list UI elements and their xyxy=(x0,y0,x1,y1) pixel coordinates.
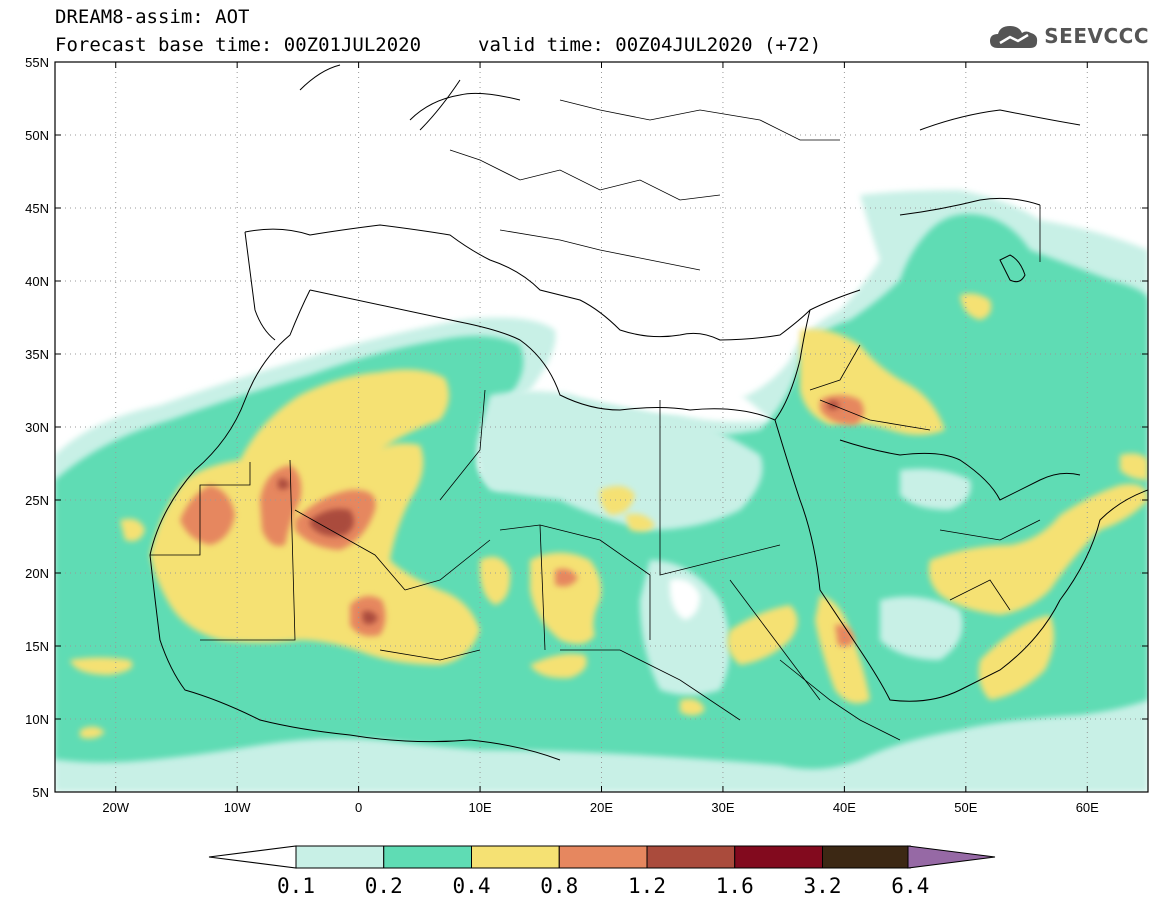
longitude-labels: 20W 10W 0 10E 20E 30E 40E 50E 60E xyxy=(102,800,1099,815)
lat-tick-label: 25N xyxy=(25,493,49,508)
forecast-base-time: Forecast base time: 00Z01JUL2020 xyxy=(55,34,422,56)
colorbar-swatch xyxy=(558,845,648,869)
logo-text: SEEVCCC xyxy=(1044,24,1149,48)
lat-tick-label: 40N xyxy=(25,274,49,289)
lon-tick-label: 0 xyxy=(355,800,362,815)
lat-tick-label: 5N xyxy=(32,785,49,800)
colorbar-label: 0.4 xyxy=(453,874,491,898)
lon-tick-label: 50E xyxy=(954,800,977,815)
lon-tick-label: 40E xyxy=(833,800,856,815)
lon-tick-label: 60E xyxy=(1076,800,1099,815)
coastlines xyxy=(149,64,1148,761)
lon-tick-label: 10E xyxy=(468,800,491,815)
lon-tick-label: 30E xyxy=(711,800,734,815)
colorbar-under-arrow xyxy=(208,845,297,869)
colorbar-swatch xyxy=(471,845,560,869)
lat-tick-label: 45N xyxy=(25,201,49,216)
colorbar-label: 3.2 xyxy=(804,874,842,898)
colorbar-swatch xyxy=(822,845,911,869)
latitude-labels: 55N 50N 45N 40N 35N 30N 25N 20N 15N 10N 5N xyxy=(25,55,49,800)
colorbar-swatch xyxy=(734,845,823,869)
lat-tick-label: 30N xyxy=(25,420,49,435)
colorbar-over-arrow xyxy=(907,845,996,869)
colorbar-label: 0.2 xyxy=(365,874,403,898)
colorbar-label: 1.6 xyxy=(716,874,754,898)
colorbar-label: 6.4 xyxy=(891,874,929,898)
lat-tick-label: 35N xyxy=(25,347,49,362)
lon-tick-label: 20E xyxy=(590,800,613,815)
grid-lines xyxy=(55,62,1148,792)
seevccc-logo: SEEVCCC xyxy=(988,22,1149,50)
lat-tick-label: 10N xyxy=(25,712,49,727)
aot-band-1-2 xyxy=(278,400,840,625)
axis-ticks xyxy=(55,61,1148,793)
country-borders xyxy=(150,99,1041,741)
colorbar: 0.1 0.2 0.4 0.8 1.2 1.6 3.2 6.4 xyxy=(208,845,996,898)
lon-tick-label: 20W xyxy=(102,800,129,815)
lat-tick-label: 55N xyxy=(25,55,49,70)
colorbar-swatch xyxy=(295,845,385,869)
cloud-icon xyxy=(990,26,1038,48)
valid-time: valid time: 00Z04JUL2020 (+72) xyxy=(478,34,822,56)
colorbar-label: 0.8 xyxy=(540,874,578,898)
colorbar-swatch xyxy=(646,845,736,869)
colorbar-label: 1.2 xyxy=(628,874,666,898)
map-title: DREAM8-assim: AOT xyxy=(55,6,250,28)
colorbar-label: 0.1 xyxy=(277,874,315,898)
lat-tick-label: 50N xyxy=(25,128,49,143)
lat-tick-label: 20N xyxy=(25,566,49,581)
lon-tick-label: 10W xyxy=(224,800,251,815)
lat-tick-label: 15N xyxy=(25,639,49,654)
aot-band-0-1-interior xyxy=(476,391,971,695)
colorbar-swatch xyxy=(383,845,472,869)
aot-clear-areas xyxy=(559,356,770,620)
